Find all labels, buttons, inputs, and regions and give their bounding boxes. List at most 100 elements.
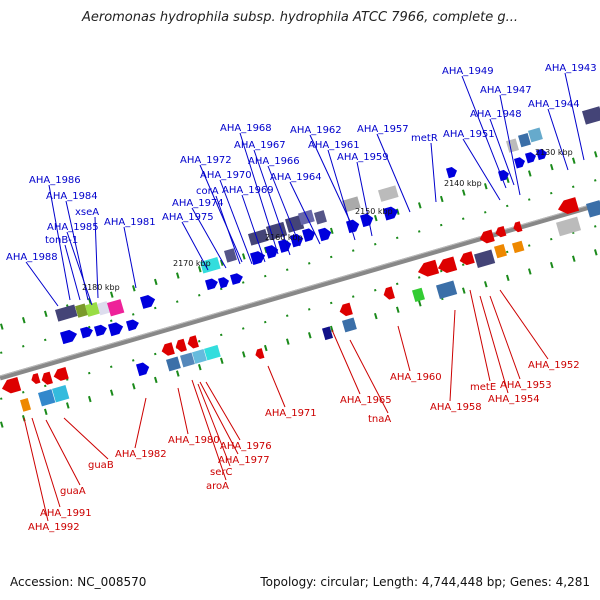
gene-label-top[interactable]: AHA_1948 — [470, 109, 522, 120]
gene-label-top[interactable]: AHA_1944 — [528, 99, 580, 110]
gene-label-top[interactable]: AHA_1959 — [337, 152, 389, 163]
reverse-gene[interactable] — [254, 348, 265, 360]
gene-label-top[interactable]: AHA_1961 — [308, 140, 360, 151]
forward-gene[interactable] — [346, 218, 361, 234]
forward-gene[interactable] — [140, 293, 157, 309]
forward-gene[interactable] — [250, 250, 267, 266]
gene-label-top[interactable]: AHA_1962 — [290, 125, 342, 136]
gene-block[interactable] — [180, 352, 195, 368]
forward-gene[interactable] — [126, 318, 140, 332]
forward-gene[interactable] — [536, 148, 548, 161]
gene-block[interactable] — [224, 248, 237, 263]
gene-label-top[interactable]: AHA_1968 — [220, 123, 272, 134]
gene-label-top[interactable]: AHA_1964 — [270, 172, 322, 183]
gene-block[interactable] — [511, 240, 525, 254]
gene-label-top[interactable]: AHA_1985 — [47, 222, 99, 233]
forward-gene[interactable] — [108, 321, 125, 337]
reverse-gene[interactable] — [556, 197, 580, 216]
gene-label-bottom[interactable]: AHA_1980 — [168, 435, 220, 446]
gene-label-top[interactable]: AHA_1970 — [200, 170, 252, 181]
reverse-gene[interactable] — [478, 229, 495, 244]
gene-block[interactable] — [38, 389, 56, 407]
gene-label-bottom[interactable]: AHA_1992 — [28, 522, 80, 533]
gene-block[interactable] — [166, 356, 181, 372]
gene-label-top[interactable]: AHA_1984 — [46, 191, 98, 202]
gene-label-bottom[interactable]: AHA_1953 — [500, 380, 552, 391]
gene-block[interactable] — [20, 397, 32, 412]
reverse-gene[interactable] — [458, 251, 475, 266]
forward-gene[interactable] — [60, 328, 79, 345]
forward-gene[interactable] — [136, 361, 151, 377]
reverse-gene[interactable] — [160, 342, 175, 357]
gene-block[interactable] — [96, 301, 110, 316]
gene-block[interactable] — [556, 216, 582, 237]
gene-label-bottom[interactable]: AHA_1991 — [40, 508, 92, 519]
gene-label-bottom[interactable]: aroA — [206, 481, 229, 492]
gene-label-bottom[interactable]: guaB — [88, 460, 114, 471]
reverse-gene[interactable] — [338, 302, 353, 318]
gene-block[interactable] — [74, 303, 88, 318]
gene-label-bottom[interactable]: AHA_1965 — [340, 395, 392, 406]
forward-gene[interactable] — [302, 227, 317, 242]
gene-block[interactable] — [85, 302, 100, 317]
gene-label-top[interactable]: AHA_1947 — [480, 85, 532, 96]
gene-label-bottom[interactable]: AHA_1976 — [220, 441, 272, 452]
reverse-gene[interactable] — [30, 373, 41, 385]
gene-label-top[interactable]: AHA_1949 — [442, 66, 494, 77]
gene-label-top[interactable]: AHA_1981 — [104, 217, 156, 228]
forward-gene[interactable] — [230, 272, 244, 285]
gene-label-top[interactable]: AHA_1957 — [357, 124, 409, 135]
reverse-gene[interactable] — [512, 221, 523, 233]
gene-block[interactable] — [506, 138, 519, 153]
forward-gene[interactable] — [94, 323, 108, 337]
forward-gene[interactable] — [205, 277, 219, 291]
gene-block[interactable] — [436, 280, 458, 300]
reverse-gene[interactable] — [494, 225, 507, 238]
gene-block[interactable] — [54, 304, 78, 322]
gene-label-bottom[interactable]: AHA_1954 — [488, 394, 540, 405]
gene-block[interactable] — [248, 229, 269, 246]
gene-label-bottom[interactable]: AHA_1971 — [265, 408, 317, 419]
gene-label-bottom[interactable]: AHA_1958 — [430, 402, 482, 413]
forward-gene[interactable] — [80, 325, 94, 339]
gene-label-top[interactable]: AHA_1967 — [234, 140, 286, 151]
reverse-gene[interactable] — [0, 376, 22, 395]
reverse-gene[interactable] — [416, 259, 440, 279]
gene-label-bottom[interactable]: guaA — [60, 486, 86, 497]
gene-block[interactable] — [377, 185, 399, 202]
gene-label-top[interactable]: metR — [411, 133, 438, 144]
reverse-gene[interactable] — [382, 286, 395, 300]
forward-gene[interactable] — [498, 169, 510, 182]
gene-block[interactable] — [342, 317, 357, 333]
gene-block[interactable] — [106, 299, 125, 317]
gene-block[interactable] — [204, 344, 221, 361]
gene-block[interactable] — [528, 127, 543, 143]
reverse-gene[interactable] — [186, 335, 199, 349]
gene-label-top[interactable]: AHA_1986 — [29, 175, 81, 186]
gene-block[interactable] — [411, 287, 425, 303]
gene-label-top[interactable]: AHA_1951 — [443, 129, 495, 140]
forward-gene[interactable] — [514, 156, 526, 169]
forward-gene[interactable] — [525, 151, 537, 164]
reverse-gene[interactable] — [52, 367, 69, 382]
gene-block[interactable] — [314, 210, 327, 225]
gene-label-top[interactable]: corA — [196, 186, 219, 197]
forward-gene[interactable] — [446, 166, 458, 179]
gene-label-bottom[interactable]: serC — [210, 467, 232, 478]
gene-label-top[interactable]: AHA_1943 — [545, 63, 597, 74]
gene-label-bottom[interactable]: AHA_1977 — [218, 455, 270, 466]
gene-label-bottom[interactable]: metE — [470, 382, 496, 393]
gene-label-top[interactable]: AHA_1974 — [172, 198, 224, 209]
forward-gene[interactable] — [318, 226, 333, 242]
gene-label-top[interactable]: AHA_1966 — [248, 156, 300, 167]
gene-block[interactable] — [341, 196, 361, 213]
forward-gene[interactable] — [383, 205, 400, 221]
gene-label-top[interactable]: AHA_1969 — [222, 185, 274, 196]
gene-label-top[interactable]: tonB-1 — [45, 235, 78, 246]
reverse-gene[interactable] — [40, 371, 53, 386]
gene-label-top[interactable]: xseA — [75, 207, 99, 218]
gene-block[interactable] — [586, 200, 600, 218]
forward-gene[interactable] — [290, 233, 305, 248]
gene-block[interactable] — [321, 326, 334, 341]
gene-label-top[interactable]: AHA_1972 — [180, 155, 232, 166]
